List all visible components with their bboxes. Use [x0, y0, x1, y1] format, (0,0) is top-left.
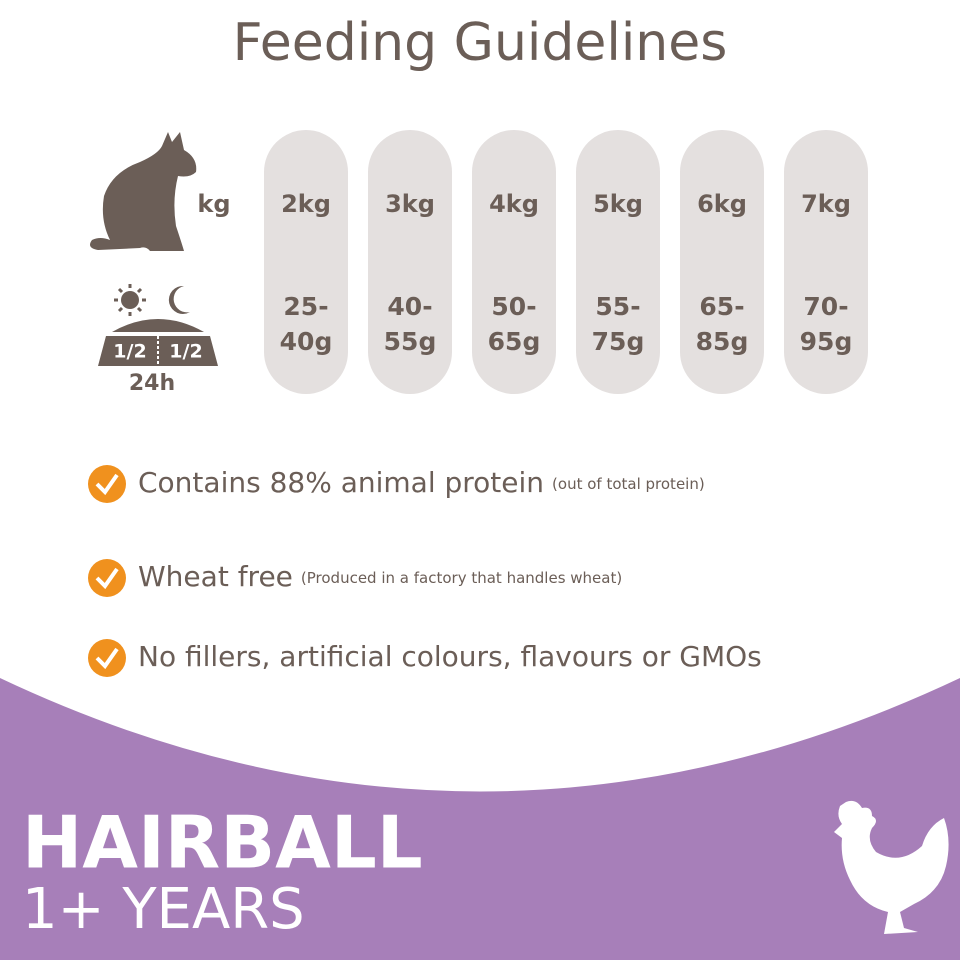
- check-circle: [88, 559, 126, 597]
- columns: 2kg 25- 40g 3kg 40- 55g 4kg 50- 65g 5kg 55- 75g 6kg 6…: [264, 130, 868, 394]
- weight: 6kg: [697, 190, 747, 218]
- pill: [264, 130, 348, 394]
- title: Feeding Guidelines: [233, 13, 728, 73]
- amount-line: 25-: [283, 292, 328, 321]
- amount-line: 50-: [491, 292, 536, 321]
- amount-line: 70-: [803, 292, 848, 321]
- amount-line: 95g: [800, 327, 853, 356]
- portion-left: 1/2: [113, 341, 146, 363]
- amount-line: 40-: [387, 292, 432, 321]
- amount-line: 65g: [488, 327, 541, 356]
- weight-label: kg: [197, 190, 230, 218]
- feature: Wheat free (Produced in a factory that ha…: [138, 560, 622, 593]
- pill: [368, 130, 452, 394]
- amount-line: 40g: [280, 327, 333, 356]
- features: Contains 88% animal protein (out of total…: [88, 465, 762, 677]
- pill: [680, 130, 764, 394]
- check-mark: [95, 473, 119, 496]
- feature: No fillers, artificial colours, flavours…: [138, 640, 762, 673]
- weight: 7kg: [801, 190, 851, 218]
- feature: Contains 88% animal protein (out of total…: [138, 466, 705, 499]
- check-circle: [88, 465, 126, 503]
- footer-subtitle: 1+ YEARS: [22, 877, 305, 942]
- feature-note: (out of total protein): [552, 475, 705, 493]
- portion-right: 1/2: [169, 341, 202, 363]
- pill: [576, 130, 660, 394]
- amount-line: 55-: [595, 292, 640, 321]
- weight: 4kg: [489, 190, 539, 218]
- check-mark: [95, 567, 119, 590]
- pill: [472, 130, 556, 394]
- feature-text: Contains 88% animal protein: [138, 466, 544, 499]
- check-circle: [88, 639, 126, 677]
- feature-note: (Produced in a factory that handles whea…: [301, 569, 622, 587]
- cat-icon: [90, 132, 197, 251]
- pill: [784, 130, 868, 394]
- portion-period: 24h: [129, 371, 175, 396]
- weight: 2kg: [281, 190, 331, 218]
- amount-line: 85g: [696, 327, 749, 356]
- feature-text: No fillers, artificial colours, flavours…: [138, 640, 762, 673]
- amount-line: 55g: [384, 327, 437, 356]
- weight: 3kg: [385, 190, 435, 218]
- check-mark: [95, 647, 119, 670]
- feature-text: Wheat free: [138, 560, 293, 593]
- portion-icon: [98, 284, 218, 366]
- footer-title: HAIRBALL: [22, 801, 423, 885]
- amount-line: 75g: [592, 327, 645, 356]
- chicken-icon: [834, 800, 949, 934]
- footer-band: [0, 678, 960, 960]
- weight: 5kg: [593, 190, 643, 218]
- amount-line: 65-: [699, 292, 744, 321]
